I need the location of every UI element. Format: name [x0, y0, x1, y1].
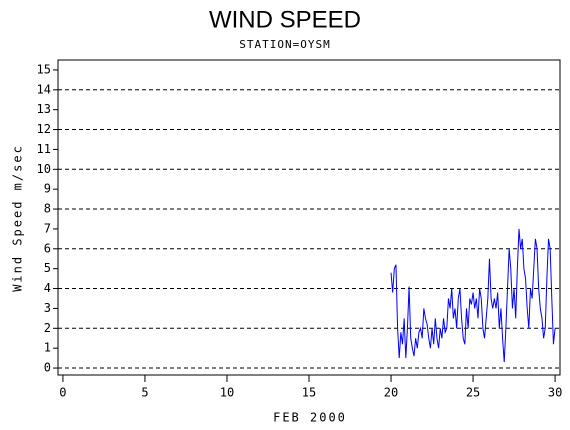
y-tick-label: 5: [44, 261, 51, 275]
x-tick-label: 10: [220, 386, 234, 400]
y-tick-label: 15: [37, 62, 51, 76]
y-tick-label: 12: [37, 122, 51, 136]
y-tick-label: 4: [44, 281, 51, 295]
plot-frame: [57, 59, 561, 376]
y-tick-label: 9: [44, 182, 51, 196]
x-tick-label: 25: [466, 386, 480, 400]
y-tick-label: 10: [37, 162, 51, 176]
y-tick-label: 0: [44, 361, 51, 375]
y-tick-label: 7: [44, 221, 51, 235]
x-tick-label: 20: [384, 386, 398, 400]
y-tick-label: 11: [37, 142, 51, 156]
x-axis-label: FEB 2000: [273, 411, 347, 425]
x-tick-label: 15: [302, 386, 316, 400]
y-tick-label: 8: [44, 202, 51, 216]
y-axis-label: Wind Speed m/sec: [11, 144, 25, 292]
x-tick-label: 5: [141, 386, 148, 400]
y-tick-label: 13: [37, 102, 51, 116]
chart-subtitle: STATION=OYSM: [239, 38, 330, 51]
y-tick-label: 1: [44, 341, 51, 355]
y-tick-label: 3: [44, 301, 51, 315]
y-tick-label: 6: [44, 241, 51, 255]
x-tick-label: 0: [59, 386, 66, 400]
chart-title: WIND SPEED: [209, 6, 361, 33]
data-line: [390, 228, 556, 363]
x-tick-label: 30: [548, 386, 562, 400]
y-tick-label: 2: [44, 321, 51, 335]
y-tick-label: 14: [37, 82, 51, 96]
